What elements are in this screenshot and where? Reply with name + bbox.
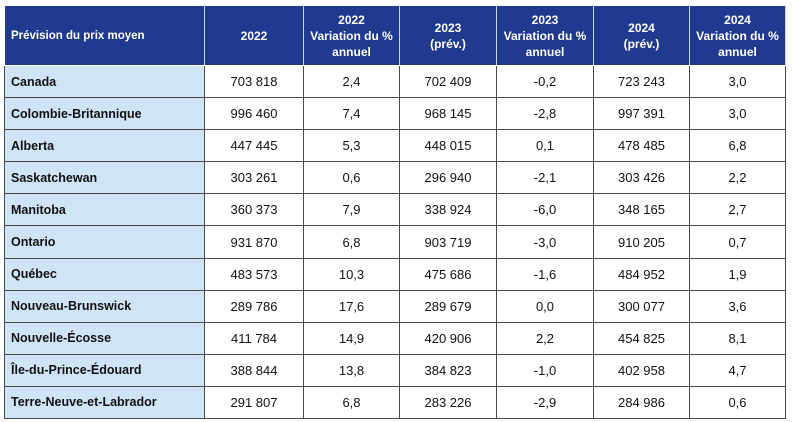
price-2024-forecast-cell: 300 077: [593, 289, 690, 323]
province-name-cell: Manitoba: [4, 193, 205, 227]
change-2024-cell: 8,1: [689, 321, 786, 355]
change-2023-cell: -3,0: [496, 225, 594, 259]
header-2023-change: 2023 Variation du % annuel: [496, 5, 594, 66]
price-2023-forecast-cell: 475 686: [399, 257, 497, 291]
change-2023-cell: 0,1: [496, 129, 594, 163]
change-2022-cell: 2,4: [303, 64, 400, 99]
price-2023-forecast-cell: 968 145: [399, 97, 497, 131]
price-2022-cell: 411 784: [204, 321, 304, 355]
price-2022-cell: 996 460: [204, 97, 304, 131]
province-name-cell: Nouvelle-Écosse: [4, 321, 205, 355]
province-name-cell: Île-du-Prince-Édouard: [4, 353, 205, 387]
price-2023-forecast-cell: 296 940: [399, 161, 497, 195]
table-row: Québec 483 573 10,3 475 686 -1,6 484 952 1,9: [4, 257, 786, 291]
change-2022-cell: 7,4: [303, 97, 400, 131]
change-2024-cell: 2,2: [689, 161, 786, 195]
price-2023-forecast-cell: 338 924: [399, 193, 497, 227]
table-row: Nouvelle-Écosse 411 784 14,9 420 906 2,2 454 …: [4, 321, 786, 355]
change-2023-cell: -2,8: [496, 97, 594, 131]
header-2023-forecast: 2023 (prév.): [399, 5, 497, 66]
price-2024-forecast-cell: 478 485: [593, 129, 690, 163]
change-2022-cell: 14,9: [303, 321, 400, 355]
province-name-cell: Terre-Neuve-et-Labrador: [4, 385, 205, 420]
change-2022-cell: 10,3: [303, 257, 400, 291]
price-forecast-table: Prévision du prix moyen 2022 2022 Variat…: [4, 5, 786, 420]
table-row: Alberta 447 445 5,3 448 015 0,1 478 485 6,8: [4, 129, 786, 163]
price-2023-forecast-cell: 283 226: [399, 385, 497, 420]
header-2022-change: 2022 Variation du % annuel: [303, 5, 400, 66]
price-2024-forecast-cell: 723 243: [593, 64, 690, 99]
price-2022-cell: 483 573: [204, 257, 304, 291]
province-name-cell: Nouveau-Brunswick: [4, 289, 205, 323]
change-2022-cell: 7,9: [303, 193, 400, 227]
change-2023-cell: -2,1: [496, 161, 594, 195]
province-name-cell: Ontario: [4, 225, 205, 259]
price-2022-cell: 931 870: [204, 225, 304, 259]
table-row: Île-du-Prince-Édouard 388 844 13,8 384 823-…: [4, 353, 786, 387]
change-2022-cell: 17,6: [303, 289, 400, 323]
change-2024-cell: 3,0: [689, 97, 786, 131]
change-2024-cell: 0,6: [689, 385, 786, 420]
change-2022-cell: 13,8: [303, 353, 400, 387]
province-name-cell: Alberta: [4, 129, 205, 163]
price-2024-forecast-cell: 402 958: [593, 353, 690, 387]
price-2022-cell: 303 261: [204, 161, 304, 195]
change-2024-cell: 6,8: [689, 129, 786, 163]
change-2024-cell: 1,9: [689, 257, 786, 291]
province-name-cell: Colombie-Britannique: [4, 97, 205, 131]
price-forecast-table-container: Prévision du prix moyen 2022 2022 Variat…: [4, 5, 786, 420]
price-2024-forecast-cell: 910 205: [593, 225, 690, 259]
header-2022: 2022: [204, 5, 304, 66]
change-2024-cell: 2,7: [689, 193, 786, 227]
price-2024-forecast-cell: 348 165: [593, 193, 690, 227]
price-2024-forecast-cell: 997 391: [593, 97, 690, 131]
price-2024-forecast-cell: 303 426: [593, 161, 690, 195]
price-2022-cell: 360 373: [204, 193, 304, 227]
price-2023-forecast-cell: 420 906: [399, 321, 497, 355]
price-2022-cell: 447 445: [204, 129, 304, 163]
change-2022-cell: 0,6: [303, 161, 400, 195]
change-2023-cell: -0,2: [496, 64, 594, 99]
change-2024-cell: 3,6: [689, 289, 786, 323]
change-2023-cell: 2,2: [496, 321, 594, 355]
table-row: Manitoba 360 373 7,9 338 924 -6,0 348 165 2,7: [4, 193, 786, 227]
price-2023-forecast-cell: 289 679: [399, 289, 497, 323]
change-2023-cell: -1,6: [496, 257, 594, 291]
change-2024-cell: 3,0: [689, 64, 786, 99]
table-row: Terre-Neuve-et-Labrador 291 807 6,8 283 226…: [4, 385, 786, 420]
price-2022-cell: 289 786: [204, 289, 304, 323]
change-2023-cell: -1,0: [496, 353, 594, 387]
province-name-cell: Québec: [4, 257, 205, 291]
province-name-cell: Saskatchewan: [4, 161, 205, 195]
price-2024-forecast-cell: 454 825: [593, 321, 690, 355]
price-2022-cell: 388 844: [204, 353, 304, 387]
price-2024-forecast-cell: 284 986: [593, 385, 690, 420]
table-row: Nouveau-Brunswick 289 786 17,6 289 679 0,0 30…: [4, 289, 786, 323]
table-body: Canada 703 818 2,4 702 409 -0,2 723 243 3,0 Col…: [4, 64, 786, 420]
change-2022-cell: 6,8: [303, 385, 400, 420]
table-row: Colombie-Britannique 996 460 7,4 968 145 -2,…: [4, 97, 786, 131]
table-row: Canada 703 818 2,4 702 409 -0,2 723 243 3,0: [4, 64, 786, 99]
change-2022-cell: 6,8: [303, 225, 400, 259]
header-province: Prévision du prix moyen: [4, 5, 205, 66]
price-2023-forecast-cell: 384 823: [399, 353, 497, 387]
change-2023-cell: -6,0: [496, 193, 594, 227]
price-2022-cell: 291 807: [204, 385, 304, 420]
table-header-row: Prévision du prix moyen 2022 2022 Variat…: [4, 5, 786, 66]
price-2023-forecast-cell: 702 409: [399, 64, 497, 99]
table-row: Saskatchewan 303 261 0,6 296 940 -2,1 303 426…: [4, 161, 786, 195]
change-2023-cell: 0,0: [496, 289, 594, 323]
change-2024-cell: 0,7: [689, 225, 786, 259]
province-name-cell: Canada: [4, 64, 205, 99]
change-2022-cell: 5,3: [303, 129, 400, 163]
price-2023-forecast-cell: 903 719: [399, 225, 497, 259]
price-2024-forecast-cell: 484 952: [593, 257, 690, 291]
table-row: Ontario 931 870 6,8 903 719 -3,0 910 205 0,7: [4, 225, 786, 259]
header-2024-forecast: 2024 (prév.): [593, 5, 690, 66]
header-2024-change: 2024 Variation du % annuel: [689, 5, 786, 66]
price-2022-cell: 703 818: [204, 64, 304, 99]
price-2023-forecast-cell: 448 015: [399, 129, 497, 163]
change-2024-cell: 4,7: [689, 353, 786, 387]
change-2023-cell: -2,9: [496, 385, 594, 420]
